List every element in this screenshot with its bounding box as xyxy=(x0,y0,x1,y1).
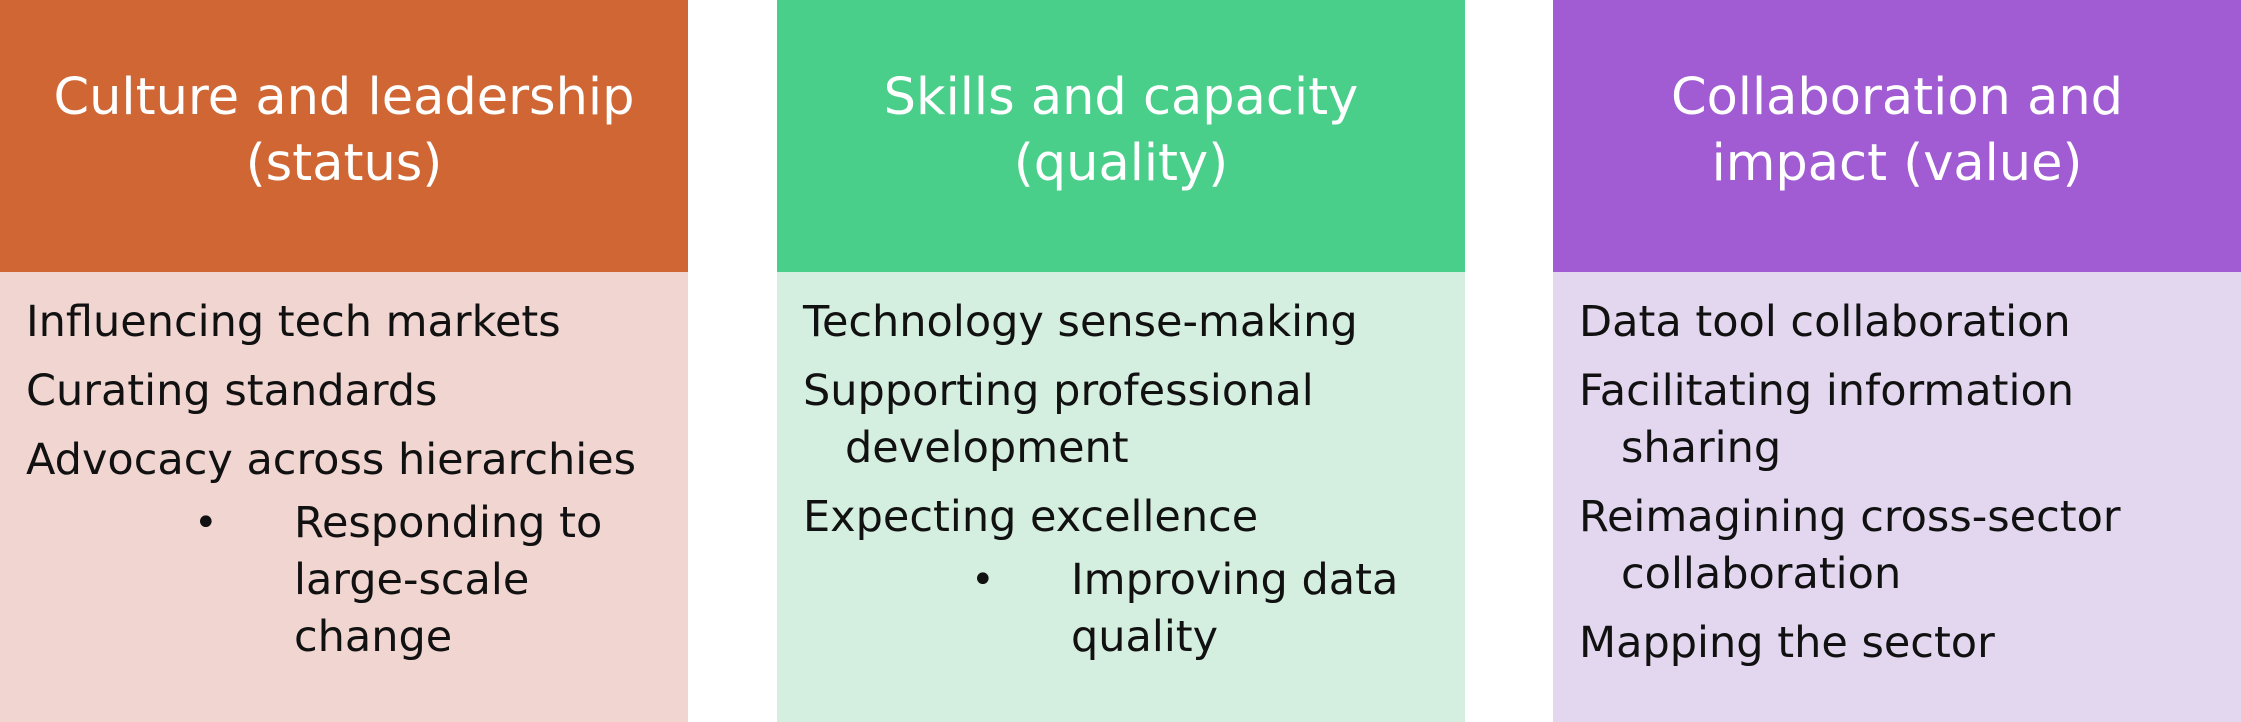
column-header: Collaboration and impact (value) xyxy=(1553,0,2241,272)
sub-list-item: • Responding to large-scale change xyxy=(26,495,664,666)
column-skills-capacity: Skills and capacity (quality) Technology… xyxy=(777,0,1465,722)
list-item: Technology sense-making xyxy=(803,297,1358,347)
column-header-text: Culture and leadership (status) xyxy=(53,68,635,193)
list-item: Data tool collaboration xyxy=(1579,297,2071,347)
column-body: Technology sense-making Supporting profe… xyxy=(777,272,1465,722)
list-item: Reimagining cross-sector collaboration xyxy=(1579,492,2121,599)
sub-list-item: • Improving data quality xyxy=(803,552,1441,666)
list-item: Curating standards xyxy=(26,366,438,416)
sub-list-item-text: Improving data quality xyxy=(1071,555,1399,662)
bullet-icon: • xyxy=(971,557,995,603)
column-header-text: Skills and capacity (quality) xyxy=(883,68,1359,193)
column-culture-leadership: Culture and leadership (status) Influenc… xyxy=(0,0,688,722)
list-item: Expecting excellence xyxy=(803,492,1259,542)
column-body: Data tool collaboration Facilitating inf… xyxy=(1553,272,2241,722)
list-item: Advocacy across hierarchies xyxy=(26,435,637,485)
list-item: Supporting professional development xyxy=(803,366,1314,473)
column-body: Influencing tech markets Curating standa… xyxy=(0,272,688,722)
bullet-icon: • xyxy=(194,500,218,546)
sub-list-item-text: Responding to large-scale change xyxy=(294,498,603,662)
list-item: Influencing tech markets xyxy=(26,297,561,347)
column-header-text: Collaboration and impact (value) xyxy=(1670,68,2124,193)
column-header: Culture and leadership (status) xyxy=(0,0,688,272)
column-collaboration-impact: Collaboration and impact (value) Data to… xyxy=(1553,0,2241,722)
column-header: Skills and capacity (quality) xyxy=(777,0,1465,272)
list-item: Facilitating information sharing xyxy=(1579,366,2075,473)
list-item: Mapping the sector xyxy=(1579,618,1995,668)
